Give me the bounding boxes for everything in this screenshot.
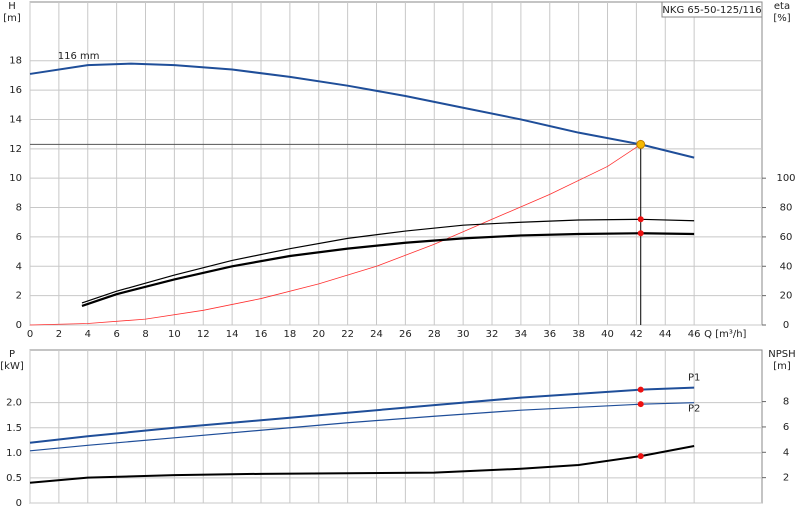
curve <box>29 386 695 444</box>
series-label: 116 mm <box>58 51 100 62</box>
y-axis-label: P <box>9 349 15 360</box>
x-tick-label: 24 <box>370 329 383 340</box>
operating-marker <box>637 230 644 237</box>
y2-tick-label: 6 <box>783 422 789 433</box>
y-tick-label: 12 <box>9 144 22 155</box>
y2-tick-label: 8 <box>783 397 789 408</box>
y-tick-label: 0.5 <box>6 473 22 484</box>
y2-axis-label: NPSH <box>768 349 795 360</box>
y-tick-label: 18 <box>9 56 22 67</box>
x-tick-label: 44 <box>659 329 672 340</box>
x-tick-label: 30 <box>457 329 470 340</box>
x-tick-label: 46 <box>688 329 701 340</box>
x-tick-label: 38 <box>572 329 585 340</box>
operating-point <box>636 139 646 149</box>
y-axis-label: [kW] <box>0 361 24 372</box>
curve <box>29 402 695 452</box>
y-axis-label: [m] <box>3 13 21 24</box>
y2-tick-label: 4 <box>783 447 789 458</box>
operating-marker <box>637 453 644 460</box>
x-tick-label: 12 <box>197 329 210 340</box>
y-tick-label: 0 <box>16 498 22 509</box>
y-tick-label: 4 <box>16 261 22 272</box>
curve <box>81 232 695 307</box>
x-tick-label: 42 <box>630 329 643 340</box>
y2-tick-label: 100 <box>776 173 795 184</box>
y2-tick-label: 40 <box>780 261 793 272</box>
y-tick-label: 6 <box>16 232 22 243</box>
series-label: P1 <box>688 373 700 384</box>
y-tick-label: 16 <box>9 85 22 96</box>
operating-marker <box>637 401 644 408</box>
curve <box>81 218 695 304</box>
y-tick-label: 1.0 <box>6 448 22 459</box>
curve <box>29 62 695 159</box>
x-tick-label: 14 <box>226 329 239 340</box>
y-tick-label: 10 <box>9 173 22 184</box>
y-tick-label: 14 <box>9 114 22 125</box>
x-tick-label: 36 <box>543 329 556 340</box>
x-tick-label: 18 <box>284 329 297 340</box>
y2-tick-label: 0 <box>783 320 789 331</box>
plot-frame <box>29 1 763 326</box>
x-tick-label: 20 <box>312 329 325 340</box>
x-tick-label: 4 <box>85 329 91 340</box>
x-tick-label: 0 <box>27 329 33 340</box>
y2-tick-label: 80 <box>780 203 793 214</box>
x-axis-label: Q [m³/h] <box>704 329 746 340</box>
y-tick-label: 8 <box>16 203 22 214</box>
x-tick-label: 34 <box>515 329 528 340</box>
title-box <box>661 1 763 18</box>
operating-marker <box>637 216 644 223</box>
x-tick-label: 2 <box>56 329 62 340</box>
x-tick-label: 32 <box>486 329 499 340</box>
y-tick-label: 2 <box>16 291 22 302</box>
operating-marker <box>637 386 644 393</box>
plot-frame <box>29 349 763 504</box>
x-tick-label: 22 <box>341 329 354 340</box>
y2-tick-label: 60 <box>780 232 793 243</box>
chart-title: NKG 65-50-125/116 <box>662 5 761 16</box>
y2-axis-label: [%] <box>773 13 790 24</box>
x-tick-label: 8 <box>142 329 148 340</box>
x-tick-label: 10 <box>168 329 181 340</box>
y2-axis-label: [m] <box>773 361 791 372</box>
curve <box>29 144 641 326</box>
y2-tick-label: 20 <box>780 291 793 302</box>
series-label: P2 <box>688 404 700 415</box>
x-tick-label: 16 <box>255 329 268 340</box>
y2-axis-label: eta <box>774 1 790 12</box>
y2-tick-label: 2 <box>783 473 789 484</box>
y-tick-label: 2.0 <box>6 398 22 409</box>
x-tick-label: 40 <box>601 329 614 340</box>
y-axis-label: H <box>8 1 16 12</box>
y-tick-label: 0 <box>16 320 22 331</box>
x-tick-label: 26 <box>399 329 412 340</box>
x-tick-label: 6 <box>113 329 119 340</box>
y-tick-label: 1.5 <box>6 423 22 434</box>
curve <box>29 444 695 484</box>
x-tick-label: 28 <box>428 329 441 340</box>
